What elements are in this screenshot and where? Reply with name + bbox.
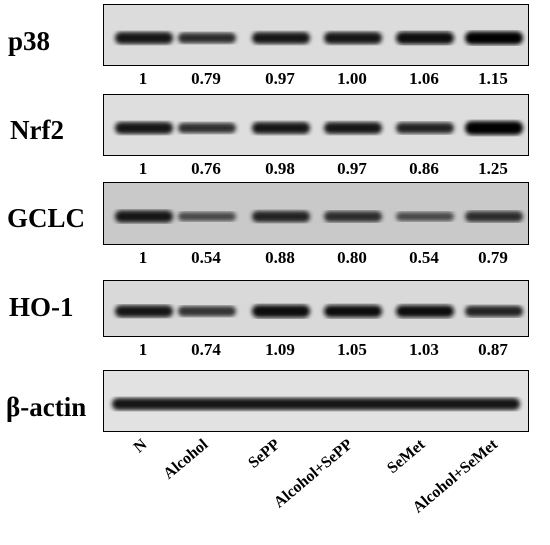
blot-band bbox=[252, 304, 310, 318]
quant-value: 0.54 bbox=[409, 248, 439, 267]
blot-band bbox=[324, 211, 382, 222]
quant-value: 1 bbox=[138, 69, 148, 88]
lane-label-semet: SeMet bbox=[384, 436, 429, 478]
quant-value: 1.05 bbox=[337, 340, 367, 359]
quant-value: 1.15 bbox=[478, 69, 508, 88]
blot-band bbox=[178, 212, 236, 221]
quant-value: 1.03 bbox=[409, 340, 439, 359]
blot-band bbox=[252, 32, 310, 44]
blot-band bbox=[252, 122, 310, 134]
blot-band bbox=[324, 122, 382, 134]
blot-band bbox=[115, 210, 173, 223]
quant-value: 0.87 bbox=[478, 340, 508, 359]
quant-value: 0.86 bbox=[409, 159, 439, 178]
quant-value: 0.88 bbox=[265, 248, 295, 267]
protein-label-gclc: GCLC bbox=[7, 203, 86, 233]
quant-value: 1.09 bbox=[265, 340, 295, 359]
blot-band bbox=[465, 121, 523, 135]
quant-value: 0.54 bbox=[191, 248, 221, 267]
quant-value: 0.76 bbox=[191, 159, 221, 178]
protein-label-ho1: HO-1 bbox=[9, 292, 74, 322]
quant-value: 0.80 bbox=[337, 248, 367, 267]
protein-label-beta-actin: β-actin bbox=[6, 392, 87, 422]
blot-band bbox=[396, 31, 454, 45]
blot-band bbox=[178, 306, 236, 317]
blot-band bbox=[115, 122, 173, 134]
blot-image bbox=[104, 281, 528, 336]
blot-band bbox=[396, 212, 454, 221]
quant-value: 0.74 bbox=[191, 340, 221, 359]
quant-value: 1 bbox=[138, 159, 148, 178]
blot-image bbox=[104, 183, 528, 244]
quant-value: 1.00 bbox=[337, 69, 367, 88]
blot-band bbox=[465, 31, 523, 45]
blot-band bbox=[178, 32, 236, 44]
blot-image bbox=[104, 95, 528, 155]
blot-band bbox=[178, 122, 236, 134]
quant-value: 0.79 bbox=[478, 248, 508, 267]
protein-label-nrf2: Nrf2 bbox=[10, 115, 64, 145]
blot-band bbox=[396, 122, 454, 134]
blot-band bbox=[465, 305, 523, 317]
blot-panel-beta-actin bbox=[103, 370, 529, 432]
quant-value: 0.98 bbox=[265, 159, 295, 178]
quant-value: 0.97 bbox=[265, 69, 295, 88]
blot-band bbox=[112, 398, 520, 410]
quant-value: 1 bbox=[138, 248, 148, 267]
blot-band bbox=[115, 32, 173, 44]
blot-band bbox=[465, 211, 523, 222]
quant-value: 1.06 bbox=[409, 69, 439, 88]
blot-band bbox=[115, 305, 173, 318]
blot-band bbox=[252, 210, 310, 223]
quant-value: 1 bbox=[138, 340, 148, 359]
blot-panel-ho1 bbox=[103, 280, 529, 337]
blot-panel-gclc bbox=[103, 182, 529, 245]
lane-label-n: N bbox=[131, 436, 151, 457]
quant-value: 0.79 bbox=[191, 69, 221, 88]
blot-panel-nrf2 bbox=[103, 94, 529, 156]
quant-value: 0.97 bbox=[337, 159, 367, 178]
blot-band bbox=[396, 305, 454, 318]
lane-label-alcohol: Alcohol bbox=[159, 436, 211, 483]
blot-image bbox=[104, 371, 528, 431]
lane-label-sepp: SePP bbox=[245, 436, 284, 472]
blot-image bbox=[104, 5, 528, 65]
blot-band bbox=[324, 32, 382, 44]
blot-band bbox=[324, 305, 382, 318]
quant-value: 1.25 bbox=[478, 159, 508, 178]
protein-label-p38: p38 bbox=[8, 26, 51, 56]
blot-panel-p38 bbox=[103, 4, 529, 66]
